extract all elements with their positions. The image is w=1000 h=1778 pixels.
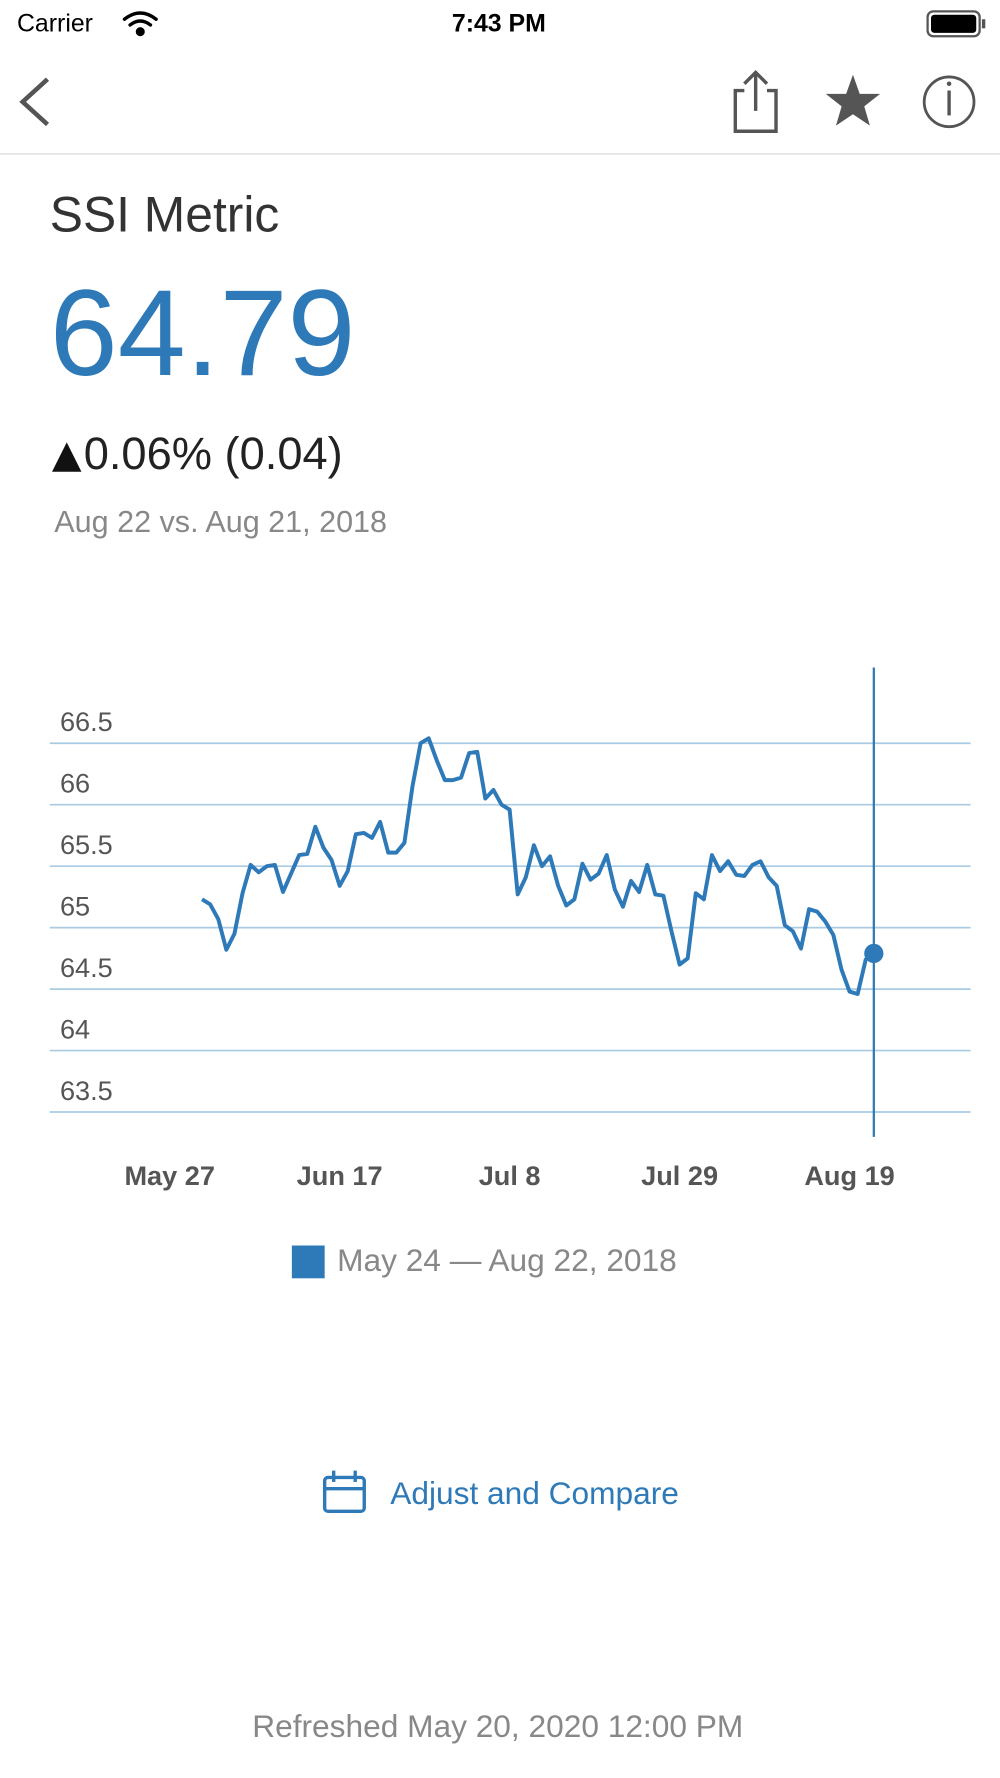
y-tick-label: 65 — [60, 891, 90, 922]
adjust-label[interactable]: Adjust and Compare — [390, 1475, 679, 1511]
metric-title: SSI Metric — [50, 186, 280, 242]
legend-swatch — [291, 1245, 325, 1279]
favorite-button[interactable] — [825, 74, 881, 126]
highlight-point — [864, 943, 884, 964]
refresh-time: Refreshed May 20, 2020 12:00 PM — [252, 1708, 743, 1744]
metric-value: 64.79 — [50, 264, 356, 401]
x-tick-label: Jun 17 — [297, 1160, 383, 1191]
up-arrow — [52, 442, 82, 472]
battery-icon — [926, 10, 986, 38]
x-tick-label: Aug 19 — [804, 1160, 894, 1191]
legend-label: May 24 — Aug 22, 2018 — [337, 1242, 677, 1278]
metric-change: 0.06% (0.04) — [84, 428, 343, 479]
series-line — [201, 736, 876, 996]
x-tick-label: Jul 8 — [479, 1160, 541, 1191]
share-button[interactable] — [733, 70, 778, 133]
y-tick-label: 64 — [60, 1013, 90, 1044]
clock: 7:43 PM — [452, 9, 546, 37]
wifi-icon — [122, 11, 158, 37]
y-tick-label: 66 — [60, 768, 90, 799]
y-tick-label: 64.5 — [60, 952, 113, 983]
info-button[interactable] — [922, 75, 976, 129]
x-tick-label: May 27 — [124, 1160, 214, 1191]
back-button[interactable] — [19, 77, 50, 127]
y-tick-label: 66.5 — [60, 706, 113, 737]
comparison-date: Aug 22 vs. Aug 21, 2018 — [54, 505, 387, 539]
calendar-icon — [322, 1470, 366, 1514]
x-tick-label: Jul 29 — [641, 1160, 718, 1191]
y-tick-label: 65.5 — [60, 829, 113, 860]
y-tick-label: 63.5 — [60, 1075, 113, 1106]
carrier: Carrier — [17, 9, 93, 37]
chart: 63.5 64 64.5 65 65.5 66 66.5 May 27 Jun 17 Jul 8 J… — [49, 667, 971, 1279]
adjust-button[interactable]: Adjust and Compare — [322, 1470, 679, 1514]
